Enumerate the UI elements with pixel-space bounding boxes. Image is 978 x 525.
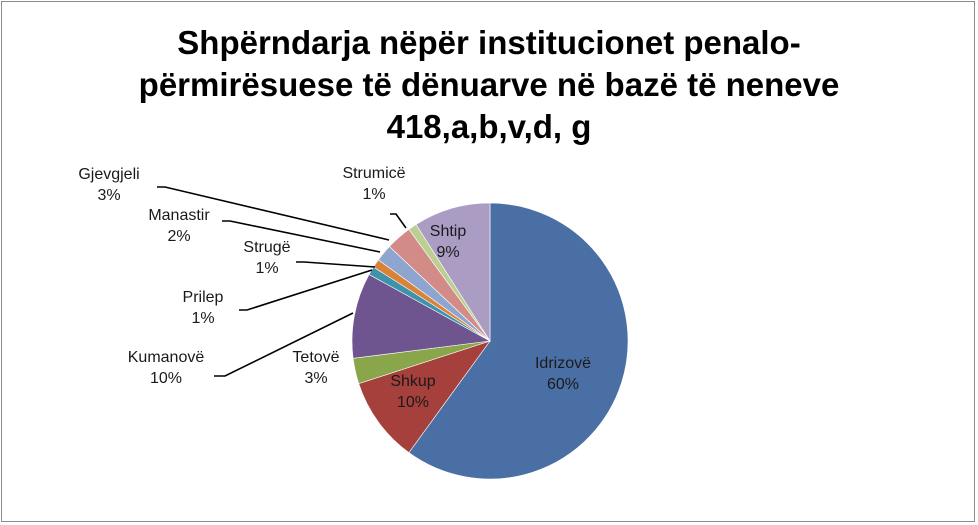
slice-name-manastir: Manastir xyxy=(148,207,210,224)
slice-percent-strumice: 1% xyxy=(362,186,385,203)
slice-name-gjevgjeli: Gjevgjeli xyxy=(78,166,139,183)
slice-label-tetove: Tetovë 3% xyxy=(292,349,339,387)
slice-percent-shkup: 10% xyxy=(397,394,429,411)
slice-name-tetove: Tetovë xyxy=(292,349,339,366)
slice-percent-prilep: 1% xyxy=(191,310,214,327)
slice-percent-tetove: 3% xyxy=(304,370,327,387)
leader-line-strumice xyxy=(390,213,407,229)
slice-name-shtip: Shtip xyxy=(430,223,467,240)
slice-percent-gjevgjeli: 3% xyxy=(97,187,120,204)
leader-line-manastir xyxy=(222,220,381,253)
pie-slice-shkup xyxy=(358,340,491,454)
slice-label-struge: Strugë 1% xyxy=(243,239,290,277)
chart-title: Shpërndarja nëpër institucionet penalo- … xyxy=(0,22,978,148)
pie-slice-shtip xyxy=(415,202,491,343)
leader-line-kumanove xyxy=(214,312,354,377)
pie-slice-idrizove xyxy=(408,202,629,480)
chart-title-line-1: Shpërndarja nëpër institucionet penalo- xyxy=(177,24,801,61)
leader-line-prilep xyxy=(239,269,373,311)
slice-name-strumice: Strumicë xyxy=(342,165,405,182)
slice-name-prilep: Prilep xyxy=(183,289,224,306)
chart-title-line-3: 418,a,b,v,d, g xyxy=(386,108,592,145)
chart-title-line-2: përmirësuese të dënuarve në bazë të nene… xyxy=(138,66,840,103)
slice-name-kumanove: Kumanovë xyxy=(128,349,205,366)
slice-label-idrizove: Idrizovë 60% xyxy=(535,355,591,393)
pie-slice-kumanove xyxy=(351,274,491,359)
slice-name-shkup: Shkup xyxy=(390,373,435,390)
slice-name-idrizove: Idrizovë xyxy=(535,355,591,372)
slice-label-kumanove: Kumanovë 10% xyxy=(128,349,205,387)
slice-label-strumice: Strumicë 1% xyxy=(342,165,405,203)
leader-line-struge xyxy=(296,261,376,268)
slice-name-struge: Strugë xyxy=(243,239,290,256)
slice-label-gjevgjeli: Gjevgjeli 3% xyxy=(78,166,139,204)
slice-percent-kumanove: 10% xyxy=(150,370,182,387)
slice-percent-struge: 1% xyxy=(255,260,278,277)
slice-label-shkup: Shkup 10% xyxy=(390,373,435,411)
slice-label-shtip: Shtip 9% xyxy=(430,223,467,261)
slice-label-prilep: Prilep 1% xyxy=(183,289,224,327)
slice-label-manastir: Manastir 2% xyxy=(148,207,210,245)
slice-percent-idrizove: 60% xyxy=(547,376,579,393)
slice-percent-shtip: 9% xyxy=(436,244,459,261)
slice-percent-manastir: 2% xyxy=(167,228,190,245)
leader-line-gjevgjeli xyxy=(157,186,390,241)
